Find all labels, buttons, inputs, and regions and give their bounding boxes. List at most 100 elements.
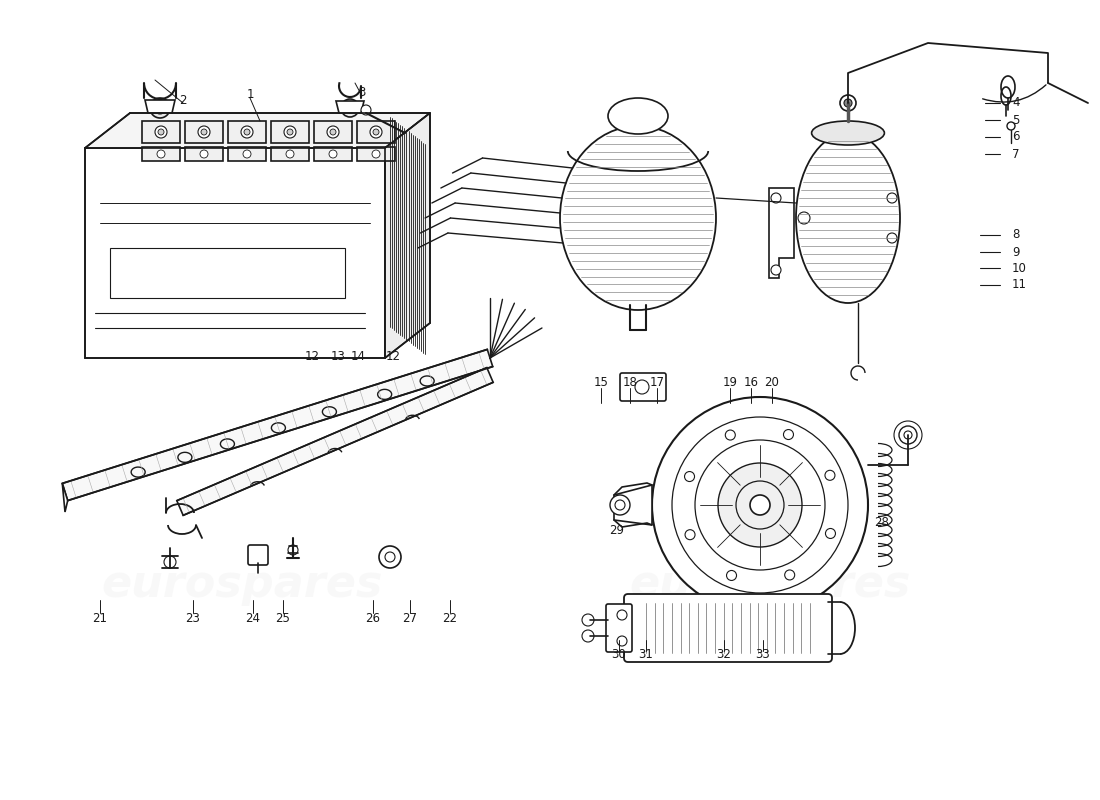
Circle shape: [798, 212, 810, 224]
Circle shape: [155, 126, 167, 138]
Circle shape: [582, 614, 594, 626]
Circle shape: [287, 129, 293, 135]
Polygon shape: [63, 483, 68, 512]
Circle shape: [899, 426, 917, 444]
Text: 27: 27: [403, 611, 418, 625]
Text: 33: 33: [756, 649, 770, 662]
Text: 3: 3: [359, 86, 365, 99]
Circle shape: [725, 430, 735, 440]
FancyBboxPatch shape: [606, 604, 632, 652]
Text: 31: 31: [639, 649, 653, 662]
Text: 1: 1: [246, 89, 254, 102]
Circle shape: [345, 103, 355, 113]
Circle shape: [373, 129, 380, 135]
Polygon shape: [769, 188, 794, 278]
Circle shape: [150, 98, 170, 118]
FancyBboxPatch shape: [624, 594, 832, 662]
Text: 11: 11: [1012, 278, 1027, 291]
Text: 14: 14: [351, 350, 365, 362]
Text: eurospares: eurospares: [101, 562, 383, 606]
Circle shape: [685, 530, 695, 540]
Circle shape: [286, 150, 294, 158]
Circle shape: [329, 150, 337, 158]
Circle shape: [243, 150, 251, 158]
Polygon shape: [85, 148, 385, 358]
Text: 9: 9: [1012, 246, 1020, 258]
Circle shape: [157, 150, 165, 158]
Polygon shape: [271, 121, 309, 143]
Text: 18: 18: [623, 377, 637, 390]
Polygon shape: [185, 147, 223, 161]
Polygon shape: [228, 121, 266, 143]
Circle shape: [201, 129, 207, 135]
Bar: [110, 248, 345, 298]
Circle shape: [330, 129, 336, 135]
Polygon shape: [614, 483, 652, 527]
FancyBboxPatch shape: [620, 373, 666, 401]
Text: 7: 7: [1012, 147, 1020, 161]
Text: 15: 15: [594, 377, 608, 390]
Text: 29: 29: [609, 523, 625, 537]
Text: 2: 2: [179, 94, 187, 106]
Text: 8: 8: [1012, 229, 1020, 242]
Circle shape: [750, 495, 770, 515]
Circle shape: [726, 570, 737, 581]
Polygon shape: [145, 100, 175, 113]
Text: 4: 4: [1012, 97, 1020, 110]
Circle shape: [825, 529, 836, 538]
Polygon shape: [336, 101, 364, 113]
Polygon shape: [314, 147, 352, 161]
Text: 19: 19: [723, 377, 737, 390]
Circle shape: [887, 193, 896, 203]
Text: 12: 12: [385, 350, 400, 362]
Polygon shape: [142, 147, 180, 161]
Text: 22: 22: [442, 611, 458, 625]
Text: 28: 28: [874, 515, 890, 529]
Text: eurospares: eurospares: [101, 282, 383, 326]
Ellipse shape: [796, 133, 900, 303]
Text: 26: 26: [365, 611, 381, 625]
Circle shape: [244, 129, 250, 135]
Circle shape: [164, 556, 176, 568]
Polygon shape: [142, 121, 180, 143]
Circle shape: [370, 126, 382, 138]
Polygon shape: [314, 121, 352, 143]
Text: 32: 32: [716, 649, 732, 662]
Circle shape: [718, 463, 802, 547]
Circle shape: [361, 105, 371, 115]
Circle shape: [284, 126, 296, 138]
Text: eurospares: eurospares: [629, 562, 911, 606]
Polygon shape: [63, 350, 493, 501]
Circle shape: [887, 233, 896, 243]
Text: 17: 17: [649, 377, 664, 390]
Circle shape: [652, 397, 868, 613]
Text: 20: 20: [764, 377, 780, 390]
Circle shape: [784, 570, 794, 580]
Circle shape: [198, 126, 210, 138]
Circle shape: [200, 150, 208, 158]
Text: 23: 23: [186, 611, 200, 625]
Circle shape: [154, 102, 166, 114]
Circle shape: [840, 95, 856, 111]
Circle shape: [241, 126, 253, 138]
Circle shape: [783, 430, 793, 439]
Circle shape: [771, 265, 781, 275]
Circle shape: [582, 630, 594, 642]
Circle shape: [617, 636, 627, 646]
Circle shape: [288, 545, 298, 555]
Polygon shape: [358, 121, 395, 143]
Circle shape: [327, 126, 339, 138]
Text: 25: 25: [276, 611, 290, 625]
Text: 10: 10: [1012, 262, 1027, 274]
Ellipse shape: [608, 98, 668, 134]
Circle shape: [825, 470, 835, 480]
Circle shape: [617, 610, 627, 620]
Circle shape: [158, 129, 164, 135]
Circle shape: [684, 471, 694, 482]
Circle shape: [379, 546, 401, 568]
Polygon shape: [85, 113, 430, 148]
Polygon shape: [385, 113, 430, 358]
Polygon shape: [185, 121, 223, 143]
Text: 12: 12: [305, 350, 319, 362]
Circle shape: [610, 495, 630, 515]
